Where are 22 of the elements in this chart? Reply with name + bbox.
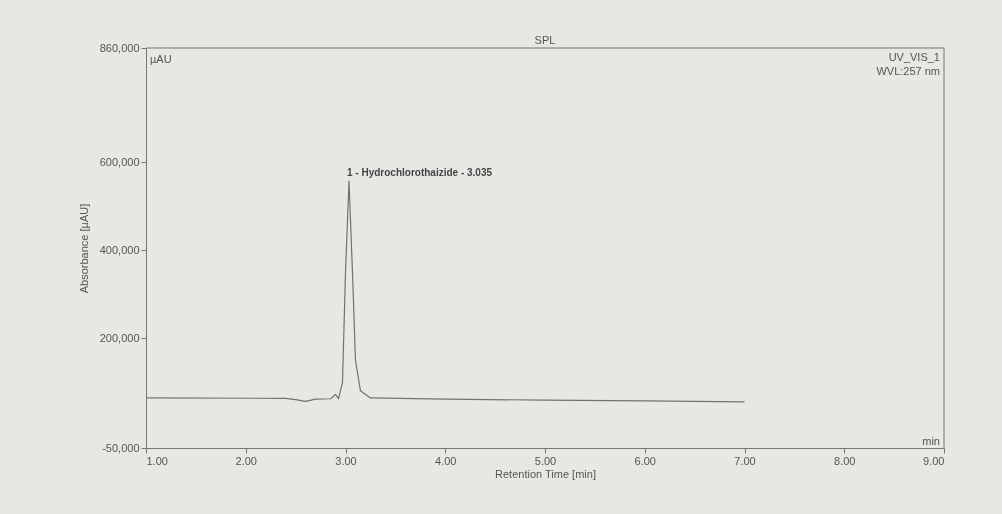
x-tick-label: 1.00 [146,454,168,467]
y-axis-title: Absorbance [µAU] [77,203,90,294]
annotation: µAU [150,53,172,65]
x-tick-label: 3.00 [335,454,357,467]
x-tick-label: 4.00 [435,454,457,467]
y-tick-label: 600,000 [99,155,140,168]
y-tick-label: 200,000 [99,331,140,344]
x-axis-title: Retention Time [min] [495,467,596,480]
y-tick-label: -50,000 [102,441,140,454]
annotation: WVL:257 nm [876,65,940,77]
x-tick-label: 2.00 [235,454,257,467]
x-tick-label: 9.00 [923,454,945,467]
x-tick-label: 5.00 [534,454,557,467]
chart-title: SPL [534,34,556,46]
y-tick-label: 400,000 [99,243,140,256]
y-tick-label: 860,000 [99,41,140,54]
x-tick-label: 7.00 [734,454,756,467]
annotation: min [922,435,940,447]
x-tick-label: 6.00 [634,454,656,467]
annotation: UV_VIS_1 [888,51,940,63]
annotation: 1 - Hydrochlorothaizide - 3.035 [346,167,493,179]
x-tick-label: 8.00 [834,454,856,467]
